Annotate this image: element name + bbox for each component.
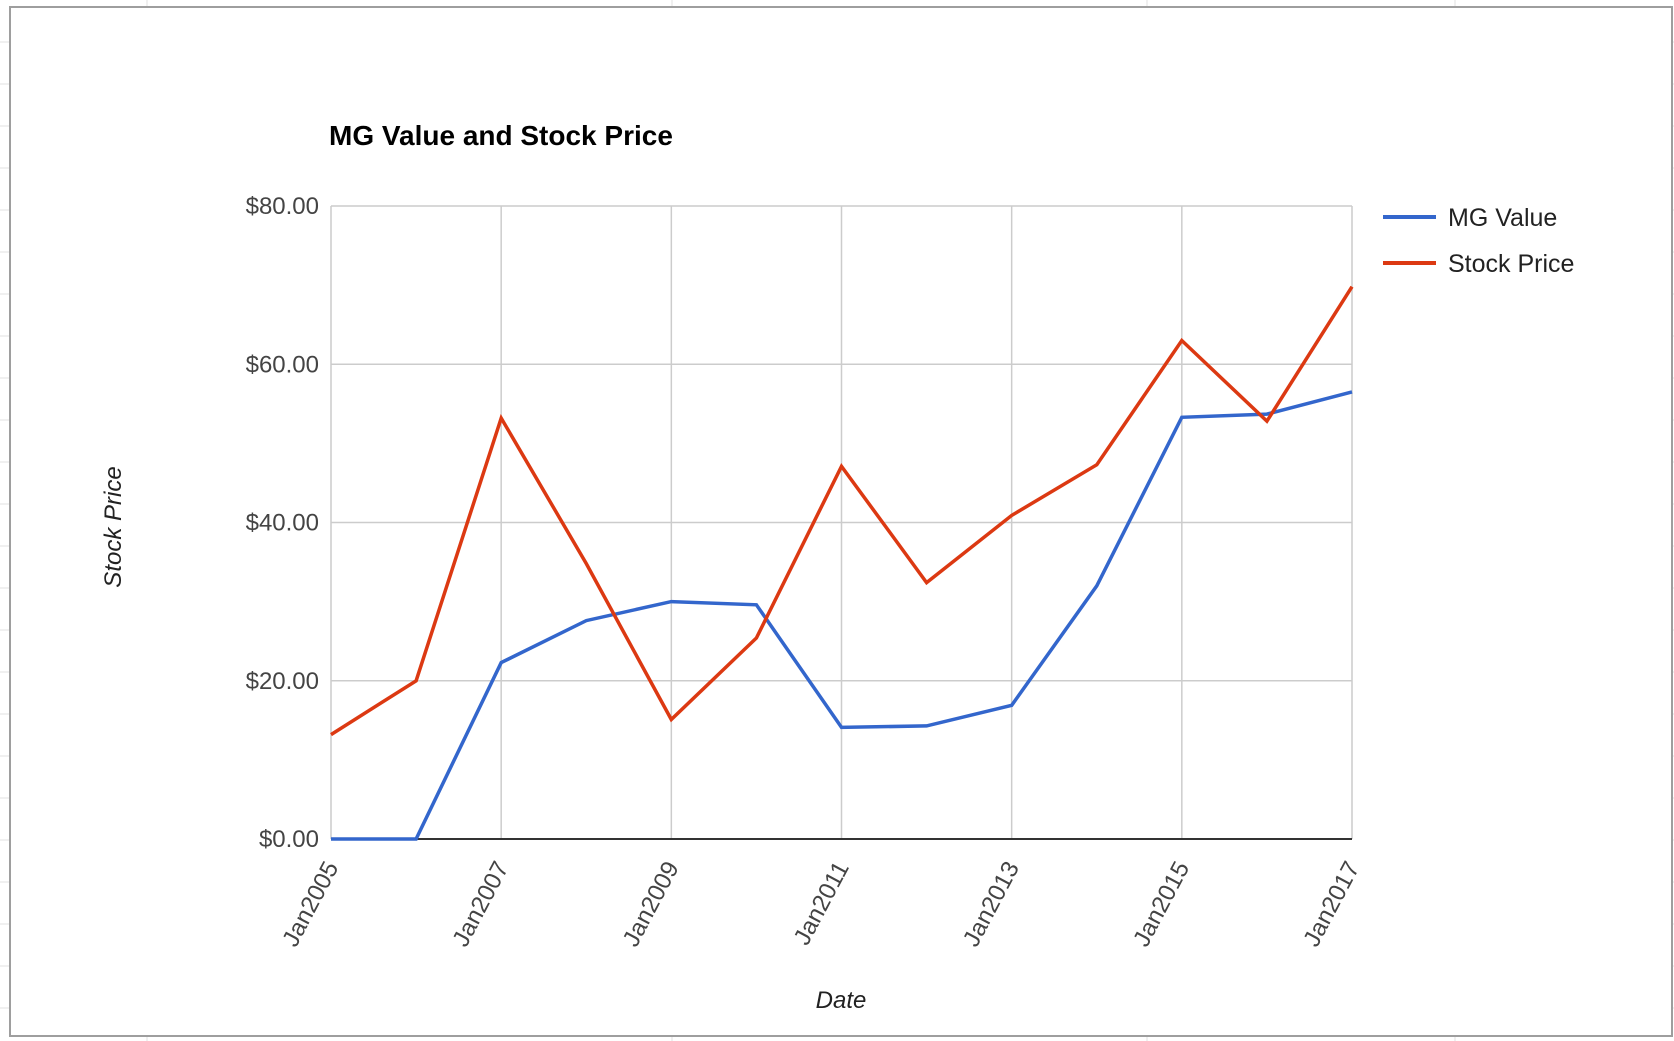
data-point[interactable]	[1350, 285, 1354, 289]
data-point[interactable]	[329, 837, 333, 841]
data-point[interactable]	[499, 416, 503, 420]
data-point[interactable]	[925, 724, 929, 728]
data-point[interactable]	[669, 600, 673, 604]
legend-label: Stock Price	[1448, 250, 1574, 278]
series-lines	[329, 285, 1354, 841]
y-tick-label: $20.00	[246, 668, 319, 695]
x-tick-label: Jan2009	[618, 857, 685, 951]
chart-title: MG Value and Stock Price	[329, 120, 673, 151]
data-point[interactable]	[754, 636, 758, 640]
gridlines	[330, 205, 1353, 839]
data-point[interactable]	[499, 661, 503, 665]
data-point[interactable]	[1095, 463, 1099, 467]
x-axis-tick-labels: Jan2005 Jan2007 Jan2009 Jan2011 Jan2013 Jan20…	[277, 857, 1365, 951]
y-tick-label: $40.00	[246, 510, 319, 537]
data-point[interactable]	[1265, 412, 1269, 416]
y-tick-label: $60.00	[246, 351, 319, 378]
data-point[interactable]	[414, 837, 418, 841]
series-line-stock-price[interactable]	[330, 285, 1354, 737]
data-point[interactable]	[754, 603, 758, 607]
y-axis-title: Stock Price	[100, 466, 127, 587]
line-chart: $0.00$20.00$40.00$60.00$80.00 Jan2005 Jan…	[100, 120, 1574, 1014]
data-point[interactable]	[1010, 513, 1014, 517]
data-point[interactable]	[414, 679, 418, 683]
legend[interactable]: MG Value Stock Price	[1383, 204, 1574, 278]
data-point[interactable]	[1180, 415, 1184, 419]
data-point[interactable]	[1095, 584, 1099, 588]
data-point[interactable]	[669, 718, 673, 722]
data-point[interactable]	[584, 619, 588, 623]
data-point[interactable]	[1265, 419, 1269, 423]
legend-label: MG Value	[1448, 204, 1557, 232]
y-tick-label: $0.00	[259, 826, 319, 853]
x-tick-label: Jan2011	[789, 857, 855, 949]
data-point[interactable]	[329, 733, 333, 737]
series-line-mg-value[interactable]	[331, 390, 1353, 841]
data-point[interactable]	[840, 725, 844, 729]
y-axis-tick-labels: $0.00 $20.00 $40.00 $60.00 $80.00	[246, 193, 319, 853]
data-point[interactable]	[925, 581, 929, 585]
x-axis-title: Date	[816, 987, 867, 1014]
data-point[interactable]	[1180, 339, 1184, 343]
y-tick-label: $80.00	[246, 193, 319, 220]
x-tick-label: Jan2007	[447, 857, 514, 951]
chart-container[interactable]: $0.00 $20.00 $40.00 $60.00 $80.00 Jan2005 Jan…	[9, 6, 1673, 1037]
x-tick-label: Jan2005	[277, 857, 344, 951]
data-point[interactable]	[584, 562, 588, 566]
data-point[interactable]	[840, 464, 844, 468]
x-tick-label: Jan2017	[1298, 857, 1365, 951]
data-point[interactable]	[1350, 390, 1354, 394]
data-point[interactable]	[1010, 703, 1014, 707]
x-tick-label: Jan2013	[958, 857, 1025, 951]
x-tick-label: Jan2015	[1128, 857, 1195, 951]
